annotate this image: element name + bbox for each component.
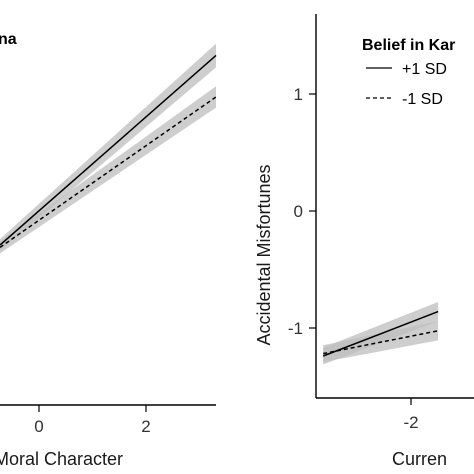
right-y-tick-label-2: -1 [288, 319, 303, 338]
legend-label-minus: -1 SD [402, 91, 443, 108]
left-x-tick-label-1: 2 [141, 417, 150, 436]
legend-title: Belief in Kar [362, 37, 455, 54]
right-series-line-minus [323, 330, 439, 355]
right-y-axis-title: Accidental Misfortunes [254, 164, 274, 345]
right-plot-area [322, 302, 439, 365]
left-ci-ribbon-plus [0, 43, 216, 251]
legend-label-plus: +1 SD [402, 61, 447, 78]
left-series-line-plus [0, 54, 217, 246]
right-y-tick-label-0: 1 [294, 85, 303, 104]
left-series-line-minus [0, 96, 217, 249]
left-x-axis-title: Moral Character [0, 449, 123, 469]
right-series-line-plus [322, 310, 439, 357]
left-panel: 0 2 Moral Character na [0, 31, 217, 469]
left-x-tick-label-0: 0 [34, 417, 43, 436]
left-plot-area [0, 43, 217, 254]
right-x-axis-title: Curren [392, 449, 447, 469]
legend: Belief in Kar +1 SD -1 SD [362, 37, 455, 108]
right-panel: 1 0 -1 -2 Accidental Misfortunes Curren … [254, 14, 474, 469]
left-panel-title: na [0, 31, 17, 48]
left-ci-ribbon-minus [0, 86, 216, 254]
right-y-tick-label-1: 0 [294, 202, 303, 221]
right-x-tick-label-0: -2 [403, 413, 418, 432]
